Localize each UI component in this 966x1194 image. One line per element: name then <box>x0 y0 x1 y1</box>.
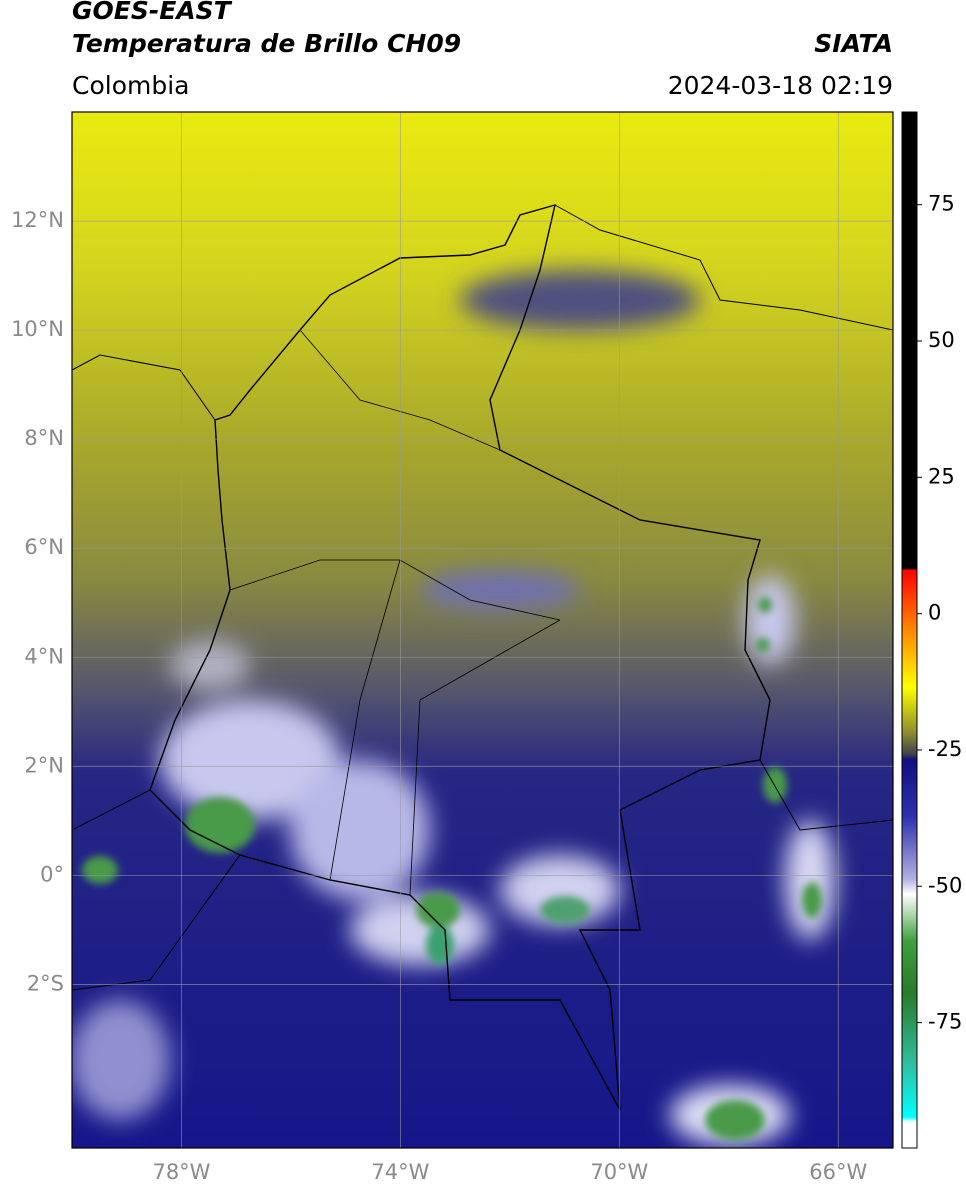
source: SIATA <box>814 29 893 58</box>
lat-tick-label: 0° <box>40 862 64 886</box>
lat-tick-label: 8°N <box>24 426 64 450</box>
colorbar-tick-label: 50 <box>928 328 955 352</box>
country-border <box>149 204 771 1111</box>
lat-tick-label: 6°N <box>24 535 64 559</box>
lat-tick-label: 4°N <box>24 644 64 668</box>
lon-tick-label: 66°W <box>809 1160 867 1184</box>
datetime: 2024-03-18 02:19 <box>668 71 893 100</box>
colorbar-tick-label: -50 <box>928 873 962 897</box>
colorbar-tick-label: 75 <box>928 192 955 216</box>
map-frame <box>71 111 894 1149</box>
colorbar <box>901 111 918 1149</box>
lat-tick-label: 10°N <box>11 317 64 341</box>
lon-tick-label: 74°W <box>371 1160 429 1184</box>
map-image <box>72 112 893 1148</box>
graticule <box>72 112 893 1148</box>
lon-tick-label: 78°W <box>152 1160 210 1184</box>
lat-tick-label: 2°S <box>27 971 64 995</box>
colorbar-tick-label: 25 <box>928 464 955 488</box>
colorbar-tick-label: -25 <box>928 737 962 761</box>
region: Colombia <box>72 71 189 100</box>
colorbar-tick-label: 0 <box>928 601 941 625</box>
neighbor-borders <box>72 204 893 991</box>
title: GOES-EAST <box>72 0 233 25</box>
lat-tick-label: 12°N <box>11 208 64 232</box>
colorbar-tick-label: -75 <box>928 1010 962 1034</box>
lat-tick-label: 2°N <box>24 753 64 777</box>
lon-tick-label: 70°W <box>590 1160 648 1184</box>
subtitle: Temperatura de Brillo CH09 <box>72 29 461 58</box>
